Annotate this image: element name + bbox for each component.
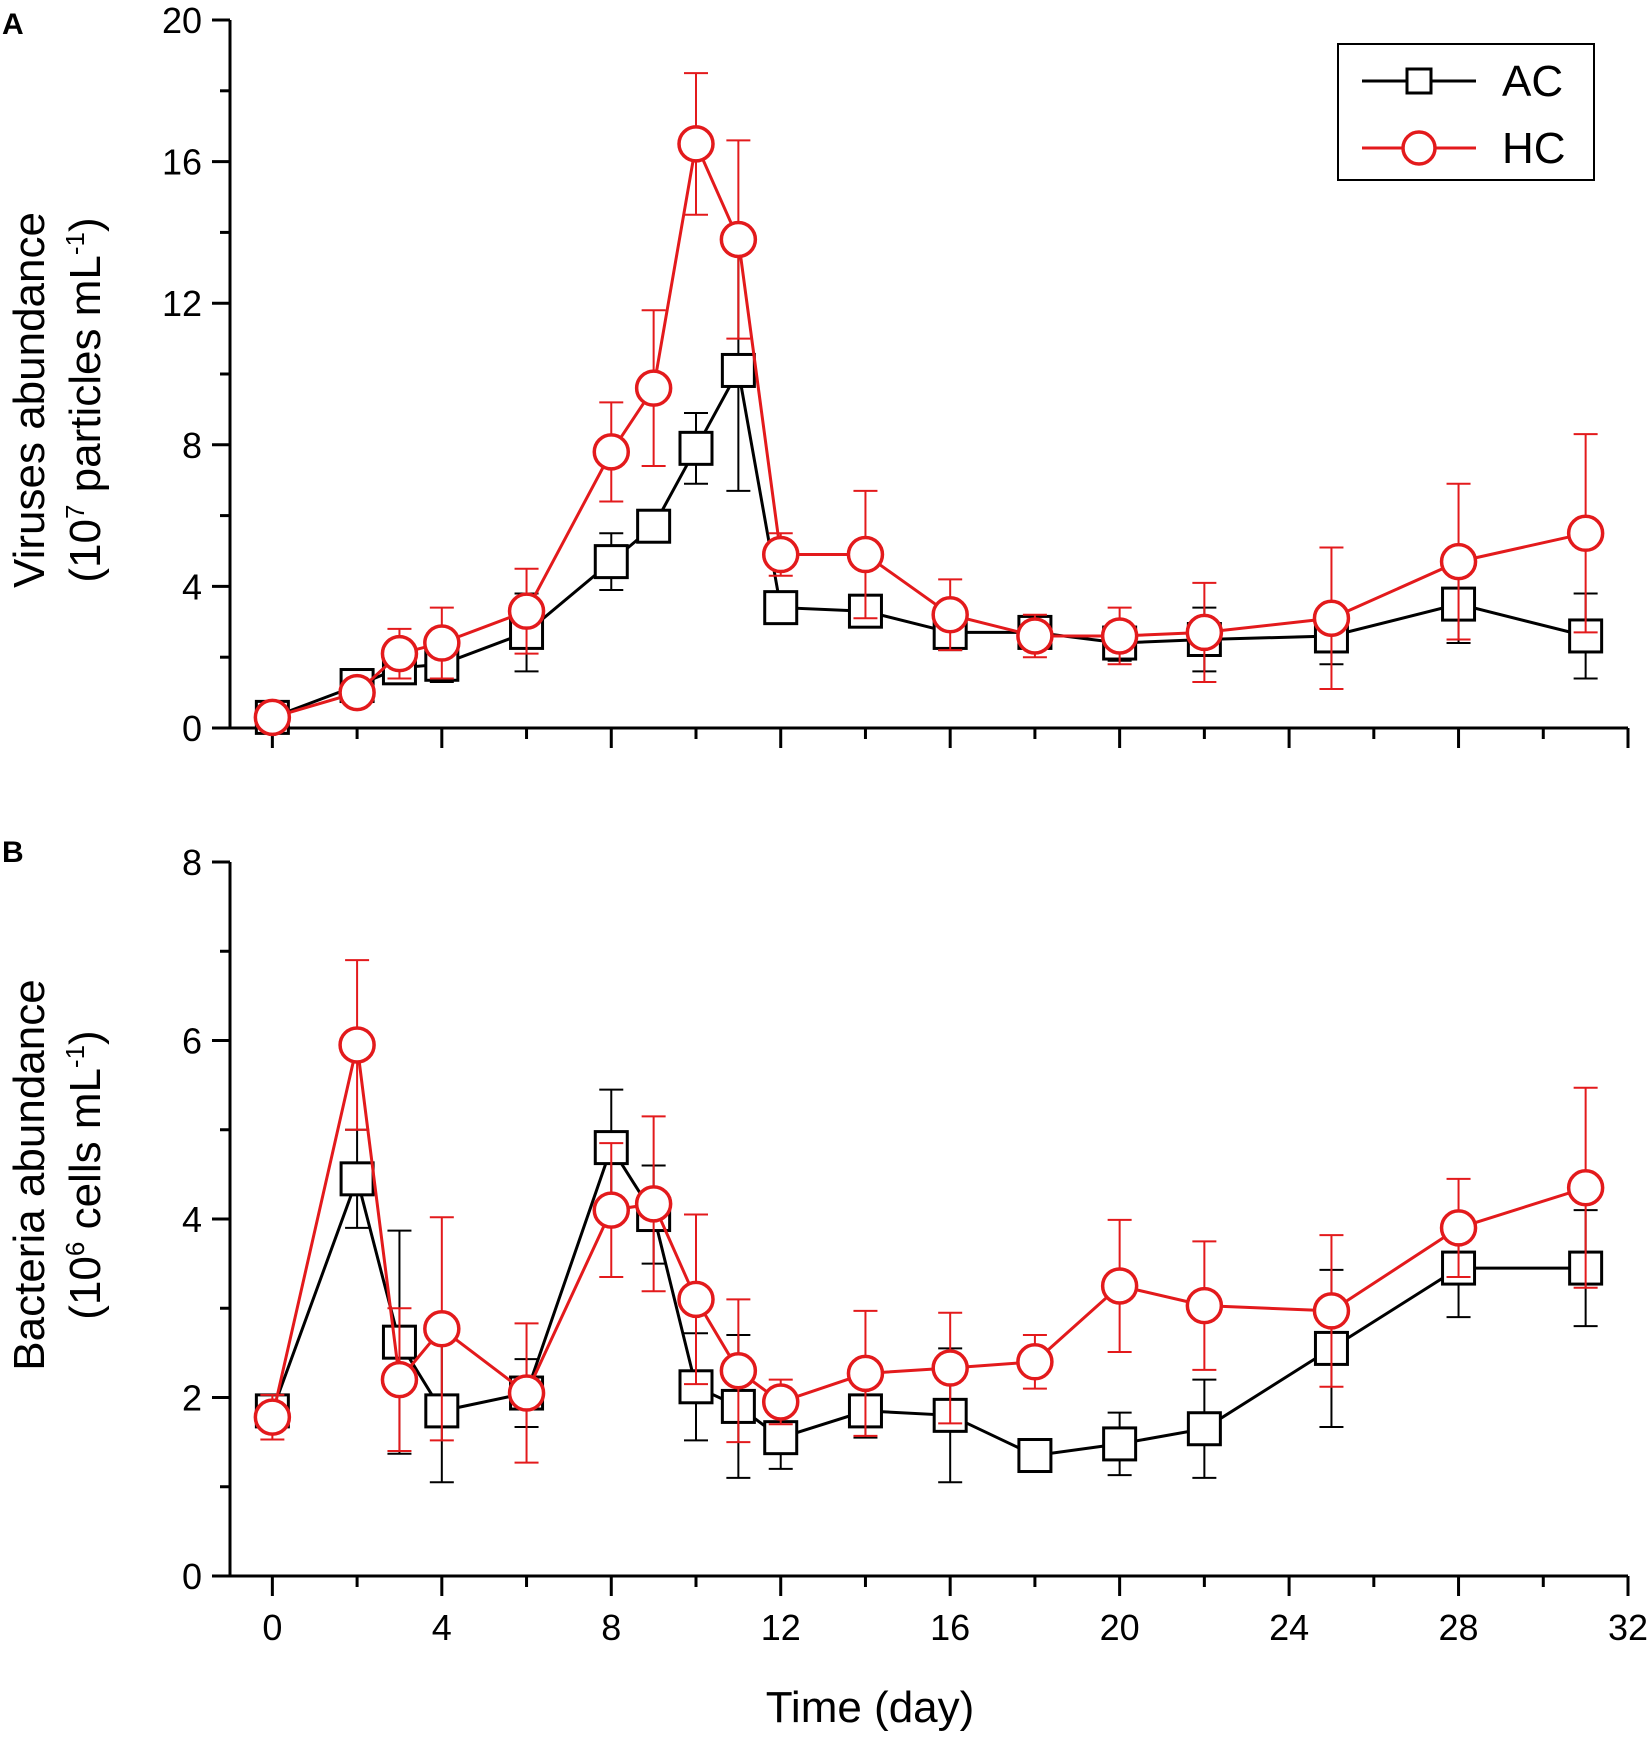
data-point bbox=[1312, 599, 1351, 638]
legend-box bbox=[1337, 43, 1595, 181]
data-point bbox=[338, 673, 376, 712]
y-tick-label: 0 bbox=[182, 708, 202, 749]
series-ac bbox=[254, 1088, 1604, 1484]
y-tick-label: 8 bbox=[182, 425, 202, 466]
data-point bbox=[1017, 1438, 1053, 1474]
x-axis-title: Time (day) bbox=[766, 1683, 975, 1732]
data-point bbox=[1185, 1286, 1224, 1325]
x-tick-label: 0 bbox=[262, 1607, 282, 1648]
y-title-line1: Bacteria abundance bbox=[5, 979, 54, 1370]
y-tick-label: 6 bbox=[182, 1021, 202, 1062]
x-tick-label: 24 bbox=[1269, 1607, 1309, 1648]
data-point bbox=[423, 624, 461, 662]
data-point bbox=[1016, 1343, 1054, 1381]
data-point bbox=[253, 1398, 292, 1436]
data-point bbox=[1439, 1209, 1478, 1247]
y-tick-label: 20 bbox=[162, 0, 202, 41]
series-line bbox=[270, 1144, 1586, 1458]
y-tick-label: 12 bbox=[162, 283, 202, 324]
series-line bbox=[270, 1044, 1587, 1418]
panel-b-y-axis-title: Bacteria abundance (106 cells mL-1) bbox=[5, 979, 110, 1370]
data-point bbox=[592, 433, 631, 471]
data-point bbox=[763, 590, 799, 626]
x-tick-label: 12 bbox=[761, 1607, 801, 1648]
series-line bbox=[271, 138, 1586, 719]
y-title-line1: Viruses abundance bbox=[5, 212, 54, 588]
x-tick-label: 16 bbox=[930, 1607, 970, 1648]
data-point bbox=[380, 634, 419, 673]
data-point bbox=[1439, 542, 1478, 581]
data-point bbox=[846, 1354, 885, 1393]
panel-a-axes: 0 4 8 12 16 20 bbox=[162, 0, 1630, 749]
y-title-line2: (107 particles mL-1) bbox=[60, 217, 110, 582]
data-point bbox=[1102, 1426, 1138, 1462]
data-point bbox=[1100, 1267, 1139, 1305]
legend-hc-marker bbox=[1401, 130, 1437, 166]
data-point bbox=[677, 125, 715, 163]
x-tick-label: 8 bbox=[601, 1607, 621, 1648]
y-tick-label: 4 bbox=[182, 1199, 202, 1240]
y-tick-label: 0 bbox=[182, 1556, 202, 1597]
data-point bbox=[761, 535, 800, 574]
y-tick-label: 4 bbox=[182, 566, 202, 607]
x-tick-label: 4 bbox=[432, 1607, 452, 1648]
legend-hc-label: HC bbox=[1502, 124, 1566, 173]
legend: AC HC bbox=[1337, 43, 1595, 181]
y-tick-label: 2 bbox=[182, 1378, 202, 1419]
data-point bbox=[678, 430, 714, 466]
data-point bbox=[338, 1026, 376, 1064]
panel-b-letter: B bbox=[2, 836, 24, 869]
x-tick-label: 20 bbox=[1100, 1607, 1140, 1648]
series-line bbox=[271, 366, 1586, 719]
data-point bbox=[593, 544, 629, 580]
data-point bbox=[1186, 1411, 1222, 1447]
data-point bbox=[1185, 613, 1224, 652]
data-point bbox=[592, 1191, 631, 1229]
series-ac bbox=[254, 249, 1604, 735]
data-point bbox=[761, 1383, 800, 1421]
y-tick-label: 16 bbox=[162, 142, 202, 183]
data-point bbox=[507, 592, 546, 630]
series-hc bbox=[253, 959, 1605, 1464]
series-hc bbox=[253, 72, 1605, 737]
data-point bbox=[1566, 514, 1605, 553]
data-point bbox=[719, 1351, 758, 1390]
data-point bbox=[720, 352, 756, 388]
data-point bbox=[931, 595, 969, 634]
data-point bbox=[677, 1280, 715, 1319]
data-point bbox=[634, 1185, 673, 1223]
data-point bbox=[380, 1360, 419, 1399]
data-point bbox=[719, 220, 758, 259]
data-point bbox=[931, 1349, 969, 1387]
data-point bbox=[1566, 1169, 1605, 1207]
y-title-line2: (106 cells mL-1) bbox=[60, 1030, 110, 1319]
panel-b-series bbox=[253, 959, 1605, 1484]
x-tick-label: 32 bbox=[1608, 1607, 1648, 1648]
data-point bbox=[423, 1310, 461, 1348]
data-point bbox=[1016, 617, 1054, 655]
panel-a: A 0 4 8 12 16 20 Viruses abundance (107 parti… bbox=[2, 0, 1630, 749]
data-point bbox=[1312, 1292, 1351, 1330]
panel-a-y-axis-title: Viruses abundance (107 particles mL-1) bbox=[5, 212, 110, 588]
x-tick-label: 28 bbox=[1439, 1607, 1479, 1648]
data-point bbox=[846, 535, 885, 574]
legend-ac-marker bbox=[1405, 67, 1433, 95]
panel-a-series bbox=[253, 72, 1605, 737]
data-point bbox=[763, 1420, 799, 1456]
data-point bbox=[634, 369, 673, 407]
legend-ac-label: AC bbox=[1502, 57, 1563, 106]
data-point bbox=[507, 1374, 546, 1412]
panel-a-letter: A bbox=[2, 8, 24, 41]
y-tick-label: 8 bbox=[182, 842, 202, 883]
data-point bbox=[1100, 617, 1139, 655]
data-point bbox=[253, 698, 292, 737]
data-point bbox=[339, 1161, 375, 1197]
data-point bbox=[636, 508, 672, 544]
